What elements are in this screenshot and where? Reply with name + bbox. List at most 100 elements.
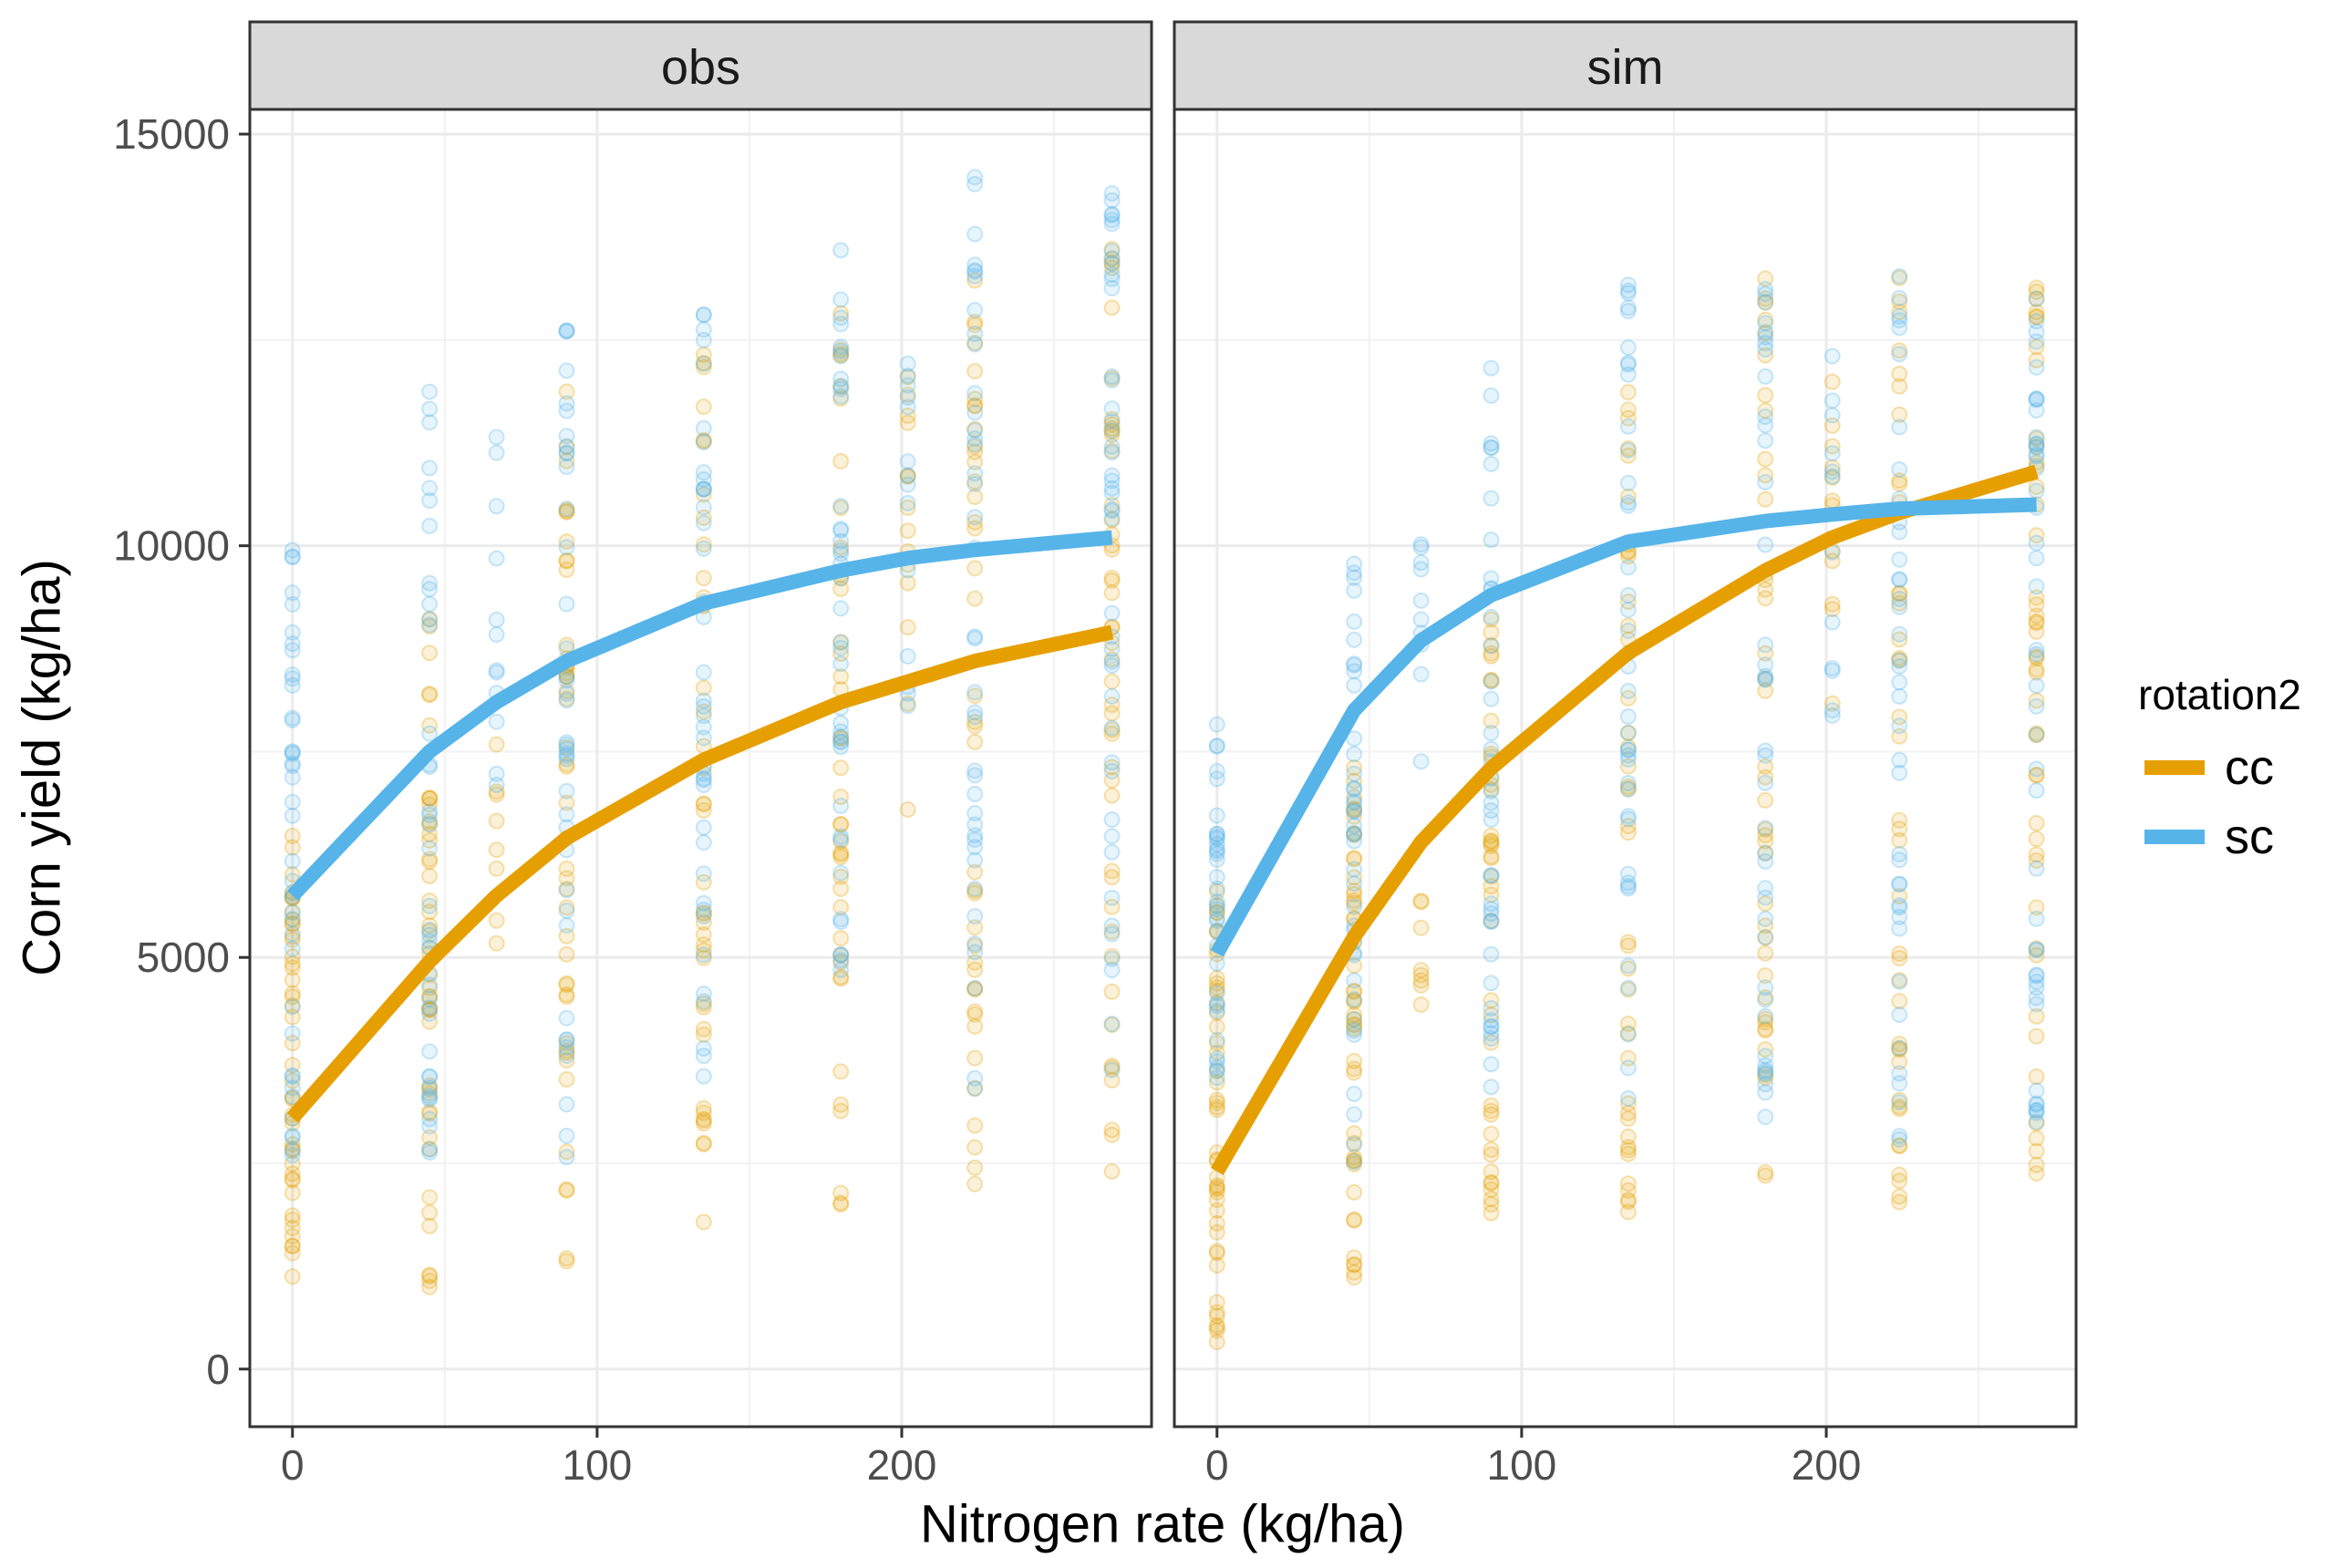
data-point-cc [2028,767,2045,784]
data-point-cc [1757,294,1774,312]
data-point-cc [1757,290,1774,307]
data-point-sc [1757,473,1774,490]
data-point-cc [1346,1152,1363,1170]
points-obs [284,169,1121,1295]
data-point-cc [1208,1094,1225,1111]
data-point-cc [2028,596,2045,614]
data-point-sc [832,946,850,964]
data-point-cc [2028,1068,2045,1086]
facet-strip-obs [248,20,1153,111]
data-point-sc [558,438,575,455]
data-point-sc [1103,185,1121,202]
data-point-sc [1103,950,1121,967]
data-point-cc [1346,1211,1363,1228]
data-point-cc [966,453,984,470]
data-point-cc [966,1159,984,1176]
data-point-cc [695,949,712,966]
data-point-cc [1346,1016,1363,1033]
data-point-cc [966,316,984,334]
data-point-cc [1208,1018,1225,1036]
data-point-sc [832,532,850,550]
data-point-sc [2028,390,2045,407]
data-point-sc [966,169,984,186]
data-point-sc [695,908,712,925]
data-point-sc [1346,564,1363,582]
x-tick-label: 0 [1205,1441,1229,1489]
data-point-cc [2028,1156,2045,1173]
legend-label-sc: sc [2225,810,2274,864]
data-point-sc [1619,781,1637,799]
data-point-sc [1103,467,1121,484]
data-point-cc [558,438,575,456]
data-point-sc [1483,359,1500,377]
lines-obs [286,530,1114,1123]
data-point-sc [1103,811,1121,829]
data-point-cc [1619,1025,1637,1042]
data-point-sc [966,805,984,822]
data-point-sc [695,1040,712,1057]
data-point-sc [1891,1065,1908,1082]
data-point-sc [832,639,850,656]
data-point-cc [1757,895,1774,913]
data-point-sc [2028,435,2045,452]
data-point-cc [695,1110,712,1128]
data-point-sc [1757,329,1774,346]
data-point-sc [966,880,984,897]
data-point-cc [2028,352,2045,369]
data-point-sc [421,840,439,857]
data-point-sc [1619,741,1637,758]
data-point-cc [966,272,984,289]
data-point-cc [284,931,301,948]
data-point-cc [1483,838,1500,855]
data-point-cc [1891,972,1908,989]
data-point-cc [899,468,916,485]
data-point-cc [1757,1010,1774,1027]
data-point-cc [2028,725,2045,742]
data-point-cc [1103,898,1121,915]
data-point-cc [1824,469,1841,486]
data-point-sc [1346,1153,1363,1171]
data-point-sc [1619,865,1637,882]
data-point-sc [1619,474,1637,491]
data-point-cc [558,683,575,700]
data-point-cc [421,923,439,940]
data-point-sc [1891,687,1908,705]
data-point-cc [1619,401,1637,418]
data-point-sc [966,430,984,448]
data-point-sc [284,807,301,824]
data-point-cc [1891,820,1908,838]
data-point-cc [421,789,439,807]
data-point-sc [1891,908,1908,925]
data-point-cc [1412,972,1430,989]
data-point-cc [1346,869,1363,886]
data-point-cc [2028,1115,2045,1132]
data-point-sc [1891,764,1908,781]
data-point-cc [558,976,575,994]
data-point-cc [1346,1134,1363,1151]
data-point-sc [558,692,575,709]
data-point-cc [899,695,916,712]
data-point-cc [284,1237,301,1254]
data-point-sc [488,625,505,643]
data-point-sc [966,263,984,280]
data-point-sc [695,470,712,488]
data-point-sc [558,747,575,764]
data-point-sc [695,419,712,437]
data-point-cc [832,880,850,897]
data-point-sc [832,913,850,931]
data-point-cc [284,1170,301,1187]
data-point-sc [966,684,984,701]
data-point-sc [2028,995,2045,1013]
data-point-sc [1208,1062,1225,1079]
data-point-sc [1891,418,1908,436]
data-point-sc [832,338,850,356]
data-point-cc [2028,946,2045,964]
data-point-sc [899,377,916,394]
y-tick-label: 5000 [137,934,230,981]
data-point-cc [421,617,439,634]
series-line-cc [1210,464,2039,1176]
data-point-cc [1619,1049,1637,1067]
data-point-cc [1346,992,1363,1009]
data-point-sc [2028,677,2045,695]
data-point-cc [421,1278,439,1295]
